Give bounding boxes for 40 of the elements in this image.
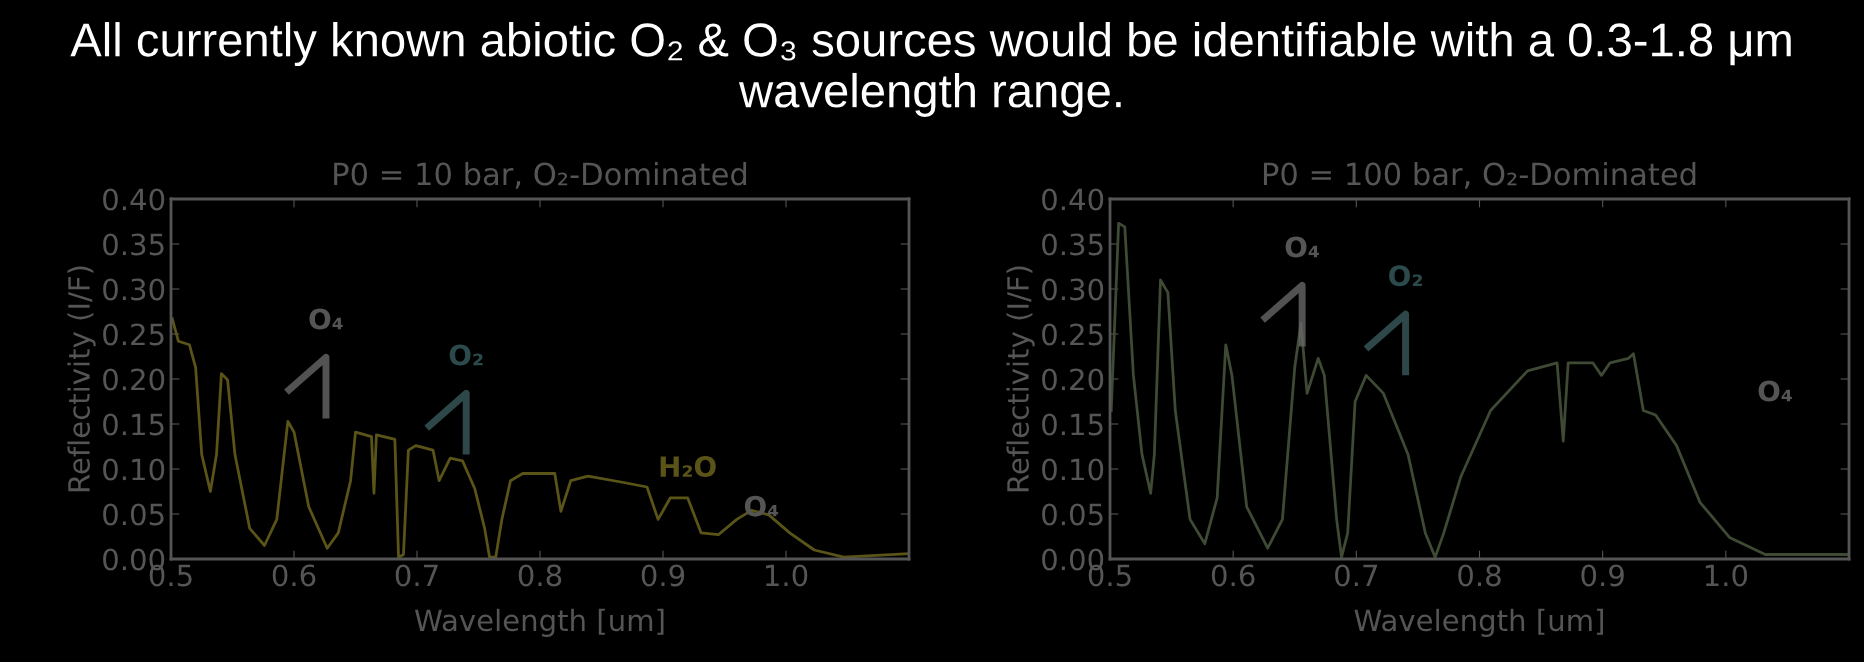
x-axis-title: Wavelength [um] xyxy=(1354,608,1603,637)
y-tick-label: 0.30 xyxy=(1042,278,1104,301)
x-tick-label: 0.6 xyxy=(1211,564,1255,587)
chart-title: P0 = 10 bar, O₂-Dominated xyxy=(334,161,747,189)
x-tick-label: 0.9 xyxy=(641,564,685,587)
x-axis-title: Wavelength [um] xyxy=(414,608,664,637)
annotation: O₂ xyxy=(449,344,483,366)
y-tick-label: 0.40 xyxy=(103,188,165,211)
text: All currently known abiotic O₂ & O₃ sources would be identifiable with a 0.3-1.8 μm wavelength range. xyxy=(70,22,1791,117)
x-tick-label: 0.9 xyxy=(1581,564,1624,587)
x-tick-label: 1.0 xyxy=(766,564,808,587)
y-tick-label: 0.10 xyxy=(103,458,165,481)
y-tick-label: 0.10 xyxy=(1042,458,1104,481)
y-tick-label: 0.05 xyxy=(103,503,164,526)
annotation: O₄ xyxy=(1285,236,1319,258)
x-tick-label: 0.7 xyxy=(1335,564,1378,587)
y-tick-label: 0.05 xyxy=(1042,503,1103,526)
y-tick-label: 0.15 xyxy=(103,413,164,436)
x-tick-label: 0.6 xyxy=(272,564,316,587)
y-tick-label: 0.35 xyxy=(103,233,164,256)
chart-title: P0 = 100 bar, O₂-Dominated xyxy=(1263,161,1696,189)
y-tick-label: 0.25 xyxy=(1042,323,1103,346)
annotation: O₂ xyxy=(1389,265,1422,287)
y-tick-label: 0.25 xyxy=(103,323,164,346)
x-tick-label: 1.0 xyxy=(1705,564,1748,587)
x-tick-label: 0.8 xyxy=(1458,564,1501,587)
annotation: O₄ xyxy=(1758,380,1792,402)
y-tick-label: 0.20 xyxy=(1042,368,1104,391)
x-tick-label: 0.7 xyxy=(395,564,438,587)
y-tick-label: 0.30 xyxy=(103,278,165,301)
y-axis-title: Reflectivity (I/F) xyxy=(67,266,96,492)
y-tick-label: 0.20 xyxy=(103,368,165,391)
x-tick-label: 0.8 xyxy=(518,564,562,587)
y-tick-label: 0.40 xyxy=(1042,188,1104,211)
y-axis-title: Reflectivity (I/F) xyxy=(1006,266,1035,492)
annotation: H₂O xyxy=(660,456,716,478)
y-tick-label: 0.15 xyxy=(1042,413,1103,436)
y-tick-label: 0.35 xyxy=(1042,233,1103,256)
annotation: O₄ xyxy=(309,308,343,330)
annotation: O₄ xyxy=(744,495,779,517)
